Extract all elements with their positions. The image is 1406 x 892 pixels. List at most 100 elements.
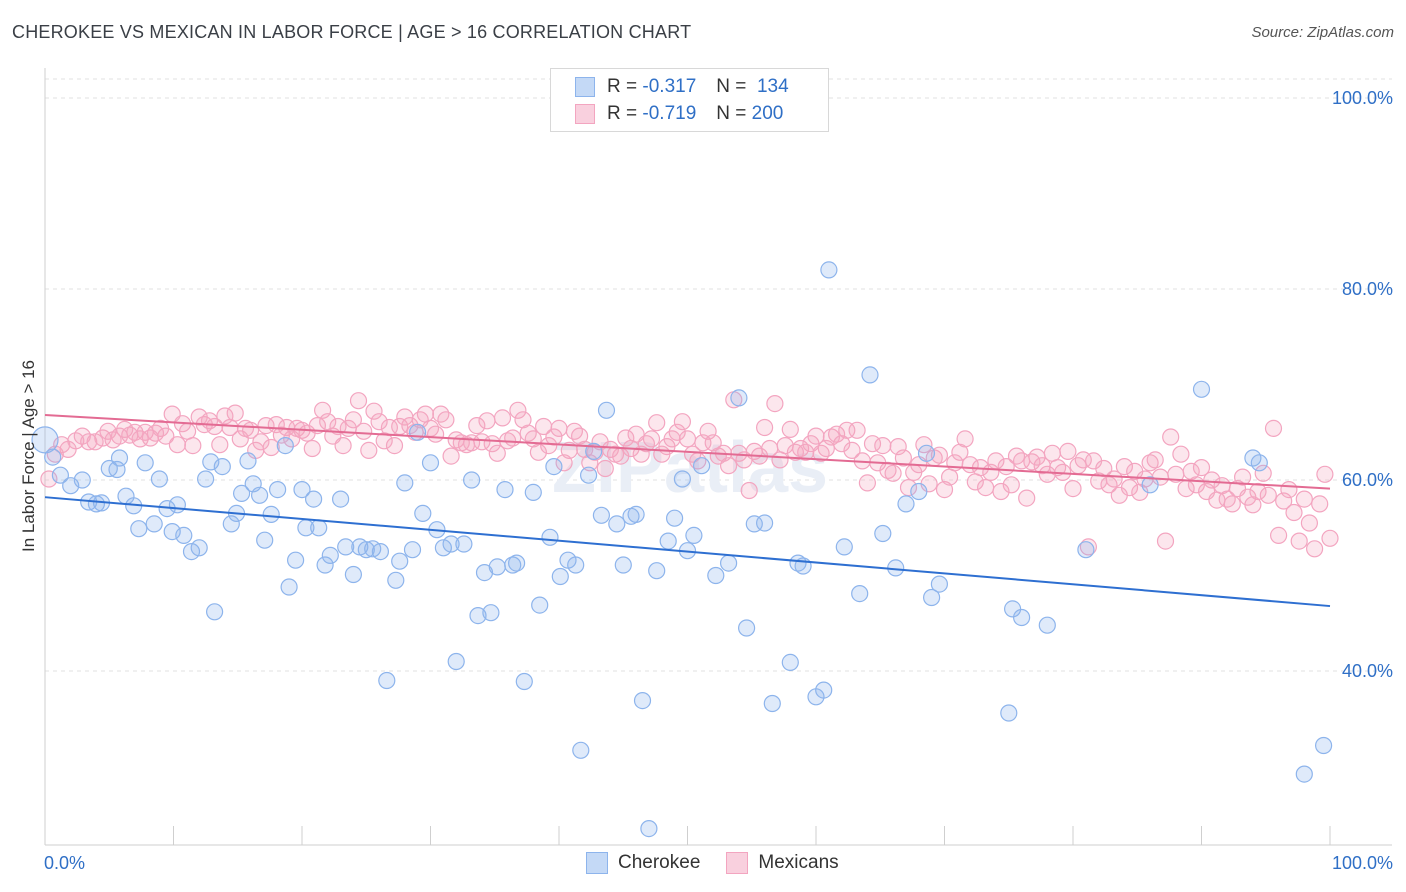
mexicans-point — [637, 435, 656, 453]
cherokee-point — [851, 584, 869, 603]
legend-label: Mexicans — [758, 852, 839, 873]
mexicans-point — [1162, 428, 1180, 446]
mexicans-point — [334, 437, 352, 455]
mexicans-point — [478, 412, 496, 430]
cherokee-swatch — [586, 852, 608, 874]
mexicans-point — [80, 433, 98, 451]
cherokee-point — [1012, 608, 1031, 627]
mexicans-point — [884, 464, 902, 482]
y-tick-labels: 40.0% 60.0% 80.0% 100.0% — [1332, 88, 1393, 681]
mexicans-point — [146, 424, 165, 442]
y-tick-label: 100.0% — [1332, 88, 1393, 108]
mexicans-point — [766, 395, 784, 413]
cherokee-point — [685, 526, 703, 545]
chart-title: CHEROKEE VS MEXICAN IN LABOR FORCE | AGE… — [12, 22, 692, 42]
cherokee-trend-line — [44, 496, 1331, 608]
mexicans-point — [848, 421, 866, 439]
cherokee-point — [515, 672, 533, 691]
cherokee-point — [507, 554, 526, 572]
n-value: 200 — [751, 103, 784, 124]
mexicans-point — [1018, 489, 1036, 507]
mexicans-point — [1259, 486, 1277, 504]
series-legend: Cherokee Mexicans — [586, 852, 865, 874]
cherokee-point — [73, 471, 91, 489]
mexicans-point — [1059, 442, 1077, 460]
mexicans-point — [303, 439, 321, 458]
cherokee-point — [197, 470, 215, 488]
legend-item-cherokee: Cherokee — [586, 852, 700, 874]
mexicans-point — [349, 392, 368, 410]
cherokee-point — [1003, 600, 1022, 618]
mexicans-point — [899, 479, 918, 497]
cherokee-point — [579, 466, 598, 484]
x-tick-labels: 0.0% 100.0% — [44, 853, 1393, 873]
mexicans-point — [427, 425, 445, 443]
cherokee-point — [897, 495, 915, 513]
mexicans-point — [1254, 464, 1272, 482]
mexicans-point — [755, 418, 774, 437]
cherokee-point — [922, 588, 941, 607]
mexicans-point — [226, 404, 244, 422]
cherokee-point — [1038, 616, 1056, 634]
cherokee-point — [614, 556, 632, 574]
mexicans-point — [1146, 451, 1164, 469]
cherokee-point — [541, 528, 559, 546]
mexicans-point — [678, 430, 697, 448]
mexicans-point — [648, 414, 666, 432]
mexicans-point — [1233, 468, 1252, 486]
mexicans-point — [550, 419, 568, 437]
mexicans-point — [1023, 453, 1041, 471]
cherokee-point — [391, 552, 409, 570]
cherokee-point — [737, 619, 756, 637]
cherokee-point — [665, 509, 684, 527]
mexicans-point — [1172, 445, 1190, 463]
cherokee-point — [545, 458, 563, 476]
mexicans-point — [493, 409, 512, 427]
mexicans-point — [863, 435, 882, 453]
mexicans-point — [168, 436, 186, 454]
mexicans-point — [262, 438, 280, 457]
mexicans-point — [184, 437, 202, 455]
cherokee-point — [378, 671, 396, 690]
mexicans-swatch — [726, 852, 749, 874]
cherokee-point — [789, 554, 807, 572]
legend-label: Cherokee — [618, 852, 701, 873]
cherokee-point — [592, 506, 611, 524]
mexicans-point — [1321, 529, 1339, 547]
cherokee-point — [455, 535, 473, 553]
legend-item-mexicans: Mexicans — [726, 852, 839, 874]
cherokee-point — [321, 546, 339, 565]
cherokee-point — [276, 437, 294, 455]
mexicans-point — [344, 411, 362, 429]
mexicans-point — [992, 482, 1010, 501]
mexicans-point — [719, 457, 738, 475]
mexicans-swatch — [575, 104, 595, 124]
mexicans-point — [1043, 444, 1062, 462]
cherokee-point — [567, 556, 585, 574]
mexicans-point — [365, 402, 383, 420]
mexicans-point — [704, 434, 722, 452]
cherokee-point — [861, 366, 879, 384]
cherokee-point — [206, 603, 224, 621]
cherokee-point — [239, 452, 257, 470]
mexicans-point — [157, 427, 175, 445]
cherokee-point — [781, 653, 799, 672]
mexicans-point — [1305, 540, 1324, 558]
cherokee-point — [659, 532, 677, 550]
cherokee-point — [387, 571, 405, 589]
mexicans-point — [1141, 454, 1159, 472]
cherokee-point — [531, 596, 549, 614]
mexicans-point — [1295, 490, 1313, 508]
cherokee-point — [648, 562, 666, 580]
cherokee-point — [316, 556, 334, 574]
cherokee-point — [344, 565, 362, 584]
cherokee-point — [597, 401, 616, 419]
cherokee-point — [707, 566, 725, 585]
cherokee-point — [730, 389, 748, 407]
mexicans-point — [617, 429, 635, 447]
legend-row-cherokee: R = -0.317 N = 134 — [575, 76, 789, 98]
r-value: -0.719 — [642, 103, 697, 124]
mexicans-point — [1290, 532, 1308, 550]
mexicans-point — [1120, 479, 1139, 497]
mexicans-point — [976, 479, 995, 497]
